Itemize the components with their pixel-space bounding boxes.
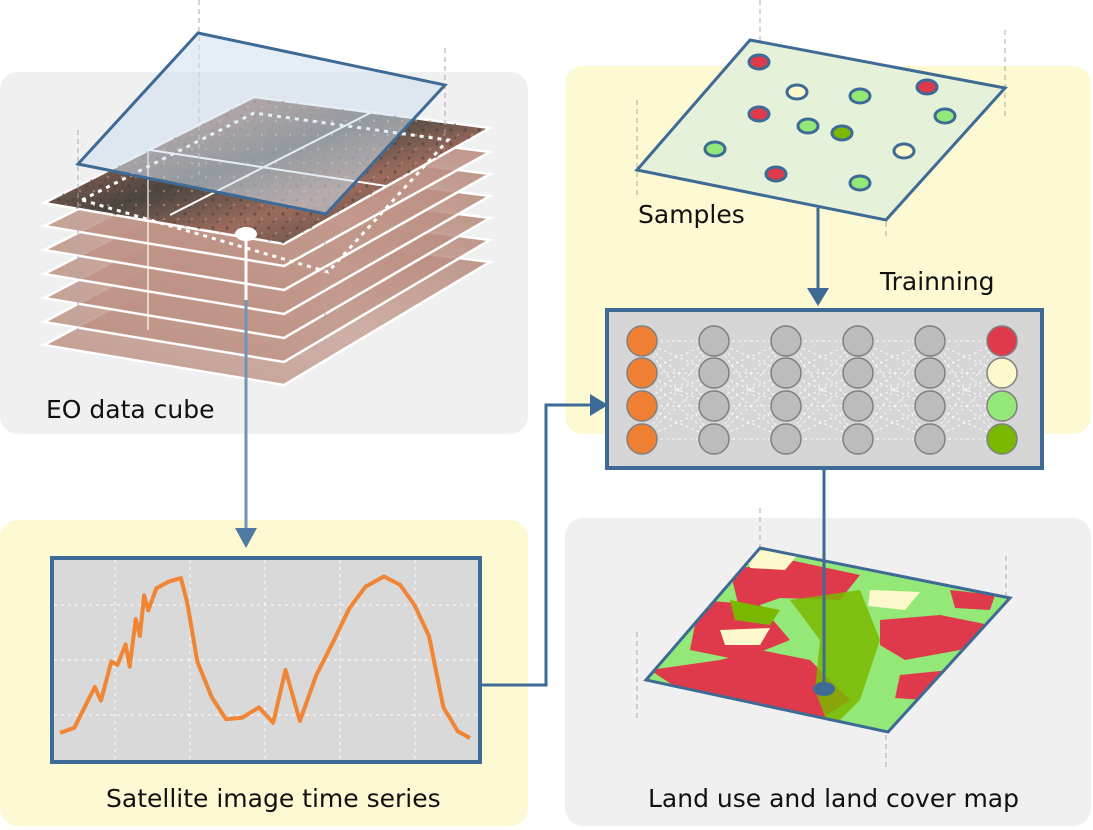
network-edge [929,372,1003,440]
map-class-dark-green [790,590,880,730]
hidden-node [842,357,874,389]
samples-label: Samples [638,200,745,229]
network-edge [785,340,859,407]
hidden-node [914,423,946,455]
hidden-node [770,357,802,389]
network-edge [857,340,931,407]
input-node [626,390,658,422]
hidden-node [842,390,874,422]
network-edge [929,340,1003,440]
hidden-node [698,423,730,455]
map-class-red [950,590,995,610]
map-class-red [650,650,850,720]
time-series-label: Satellite image time series [106,784,441,813]
output-node [986,423,1018,455]
arrow-samples-to-network-head [807,288,829,306]
sample-point [830,124,854,142]
sample-point [747,53,771,71]
network-edge [641,372,715,440]
time-series-line [59,574,471,740]
arrow-series-to-network-head [590,394,608,416]
hidden-node [770,390,802,422]
network-edge [641,340,715,440]
eo-data-cube [39,0,494,387]
network-edge [641,340,715,407]
output-node [986,390,1018,422]
sample-point [933,107,957,125]
network-frame [605,308,1044,470]
network-edge [785,340,859,440]
network-edge [857,372,931,440]
network-edge [713,340,787,407]
sample-point [848,87,872,105]
map-frame [643,546,1013,734]
map-class-red [880,615,990,660]
map-class-cream [745,550,800,570]
hidden-node [914,390,946,422]
input-node [626,357,658,389]
sample-point [785,83,809,101]
network-nodes [626,325,1018,455]
input-node [626,325,658,357]
arrow-series-to-network [482,403,600,687]
sample-point [892,142,916,160]
map-pixel-pin [813,682,835,696]
map-class-cream [720,628,770,645]
samples-frame [634,38,1008,222]
time-series-chart [50,556,482,764]
input-node [626,423,658,455]
network-edge [713,340,787,440]
sample-point [764,165,788,183]
arrow-cube-to-series-head [235,528,257,548]
network-edge [713,372,787,440]
samples-plane [634,0,1008,240]
map-class-dark-green [730,600,780,625]
sample-point [915,78,939,96]
network-edge [857,340,931,440]
sample-points [703,53,957,192]
eo-data-cube-label: EO data cube [46,395,215,424]
output-node [986,325,1018,357]
hidden-node [842,423,874,455]
map-class-cream [868,590,920,610]
land-cover-map-label: Land use and land cover map [648,784,1019,813]
output-node [986,357,1018,389]
training-label: Trainning [880,267,995,296]
hidden-node [770,325,802,357]
network-edge [785,372,859,440]
hidden-node [770,423,802,455]
sample-point [703,140,727,158]
hidden-node [698,357,730,389]
hidden-node [842,325,874,357]
hidden-node [914,357,946,389]
sample-point [747,105,771,123]
network-edge [929,340,1003,407]
neural-network [605,308,1044,470]
hidden-node [698,325,730,357]
pixel-pin [235,227,257,241]
hidden-node [914,325,946,357]
sample-point [796,117,820,135]
hidden-node [698,390,730,422]
sample-point [848,174,872,192]
cube-top-frame [75,31,448,216]
land-cover-map [636,508,1013,770]
